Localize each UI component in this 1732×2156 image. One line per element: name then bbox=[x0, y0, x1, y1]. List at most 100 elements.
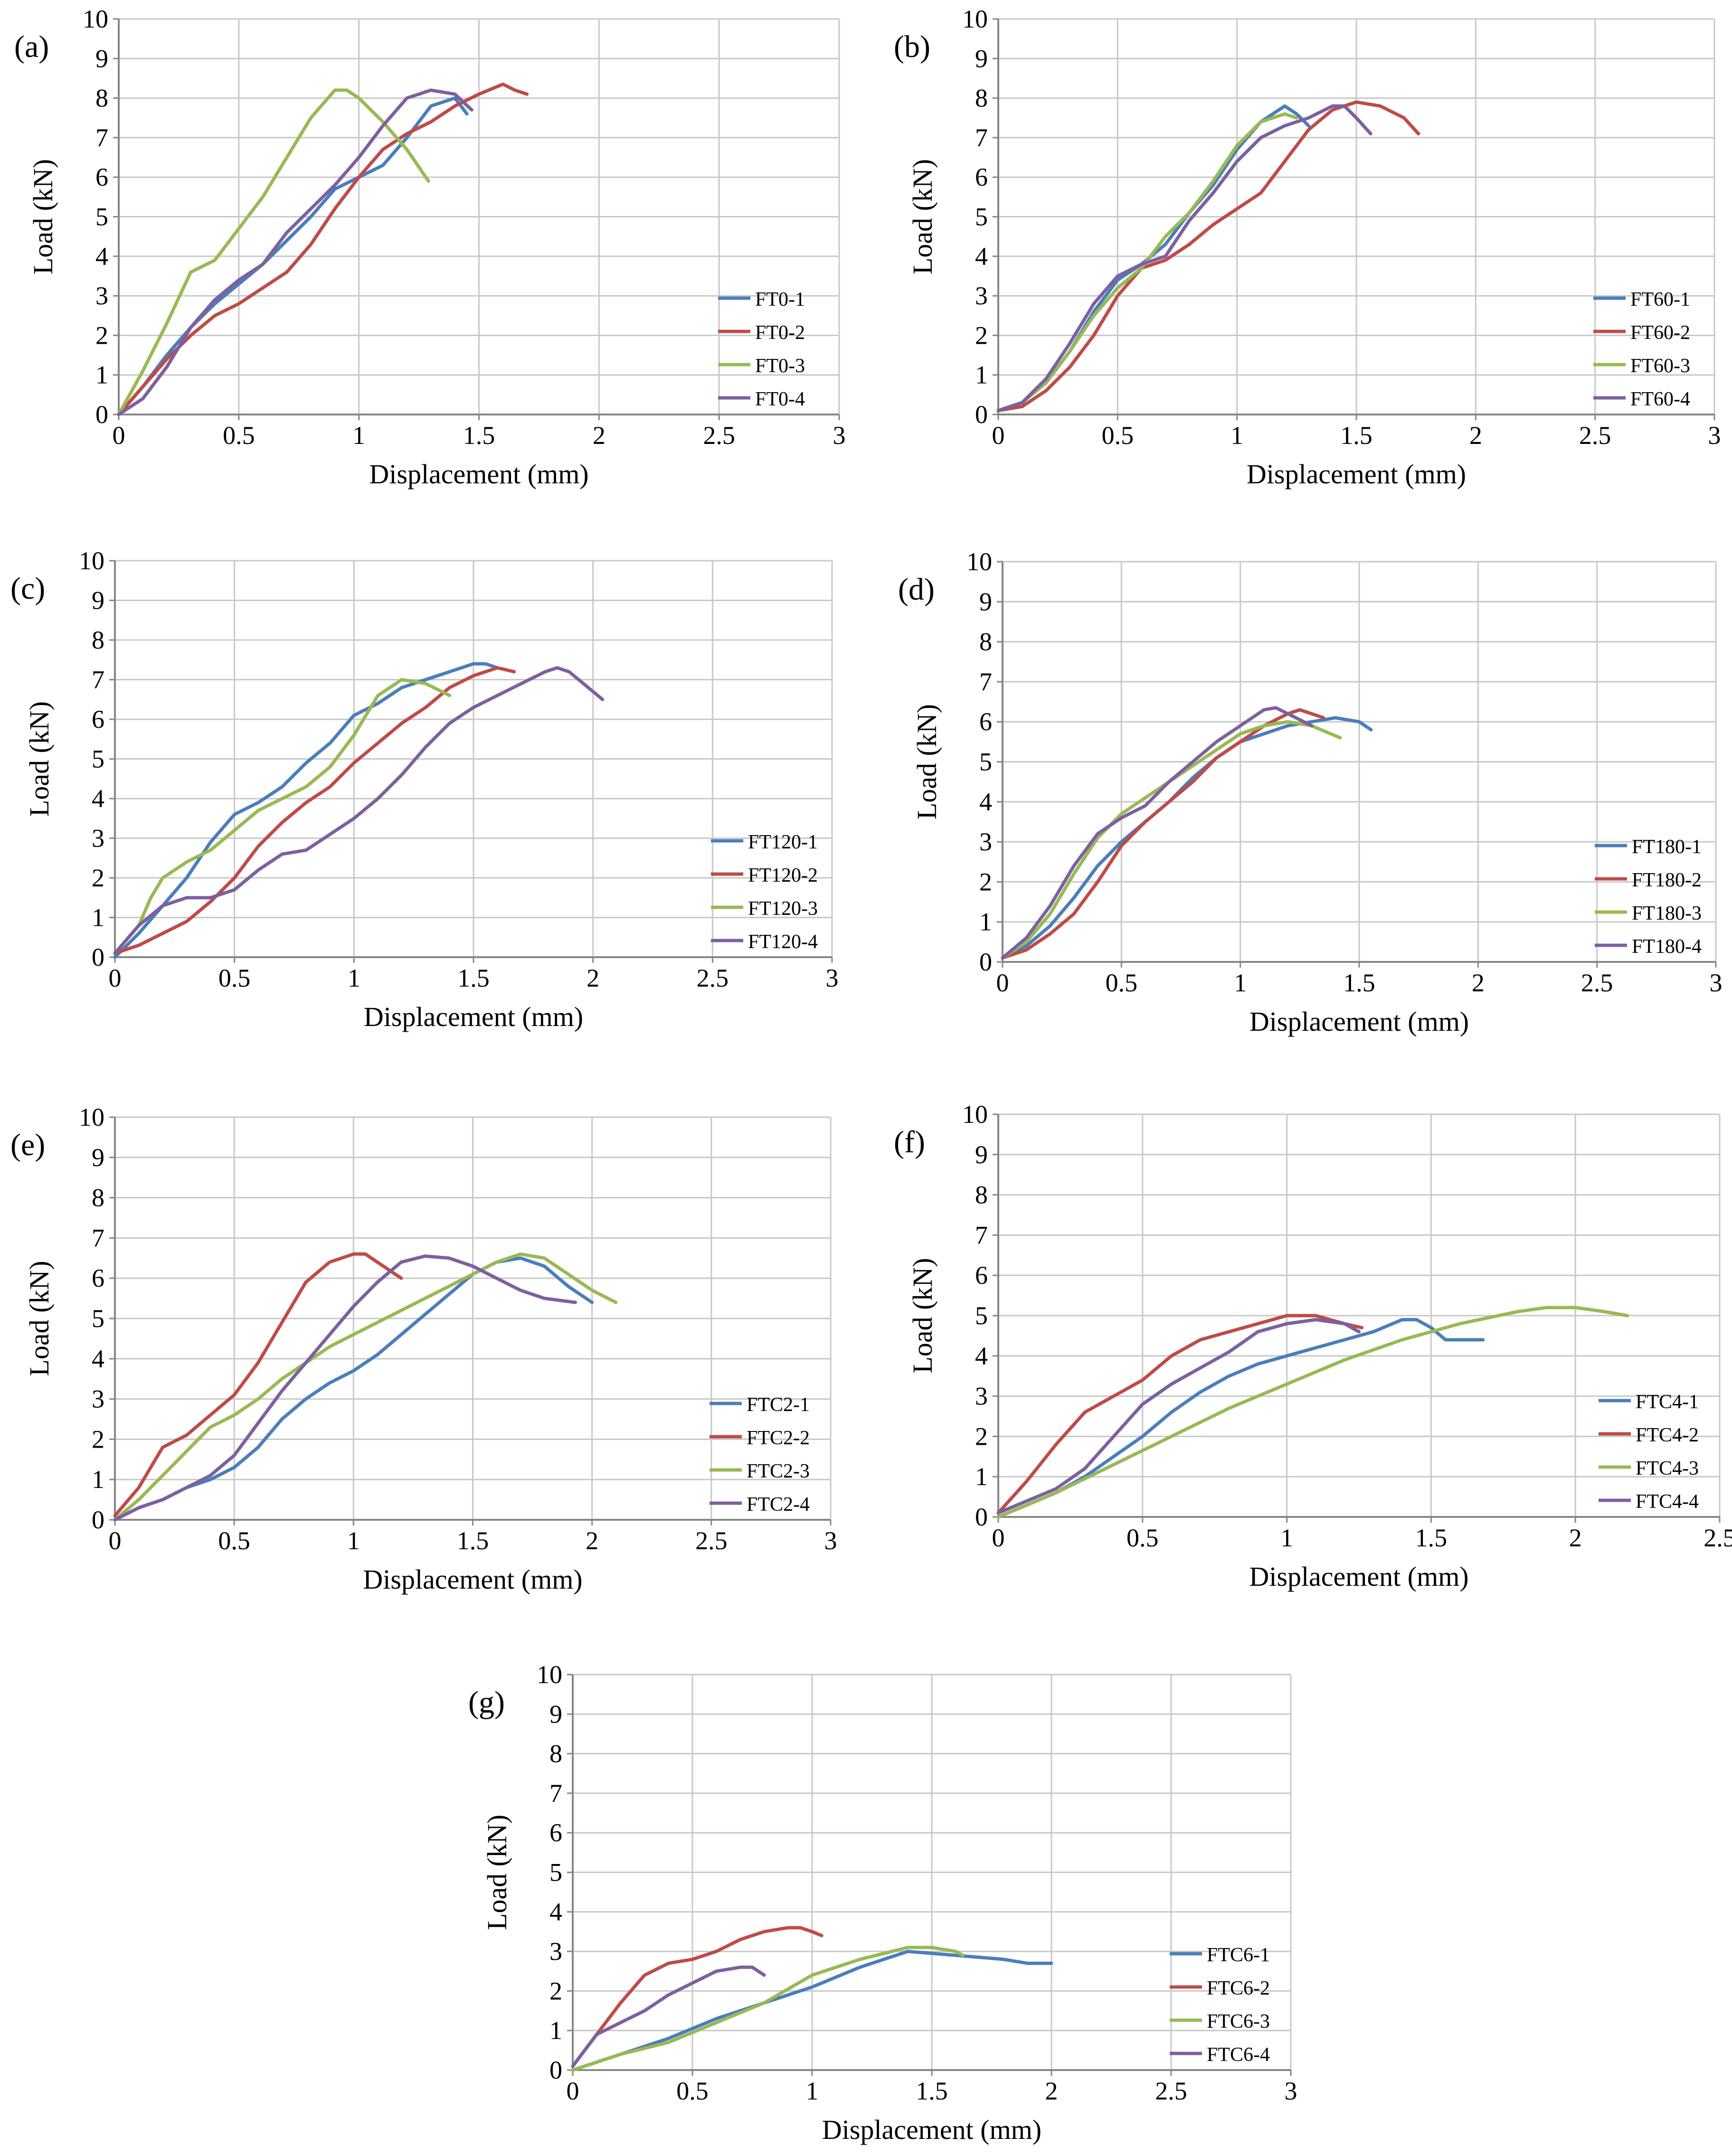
x-tick-label: 0.5 bbox=[676, 2077, 709, 2105]
legend-entry: FT120-3 bbox=[748, 898, 818, 920]
legend-entry: FT60-1 bbox=[1630, 289, 1690, 311]
y-tick-label: 0 bbox=[95, 400, 108, 429]
x-tick-label: 2 bbox=[586, 1526, 598, 1555]
y-tick-label: 3 bbox=[92, 1385, 104, 1413]
y-tick-label: 8 bbox=[975, 1181, 988, 1209]
x-tick-label: 2 bbox=[587, 964, 599, 992]
panel-label: (d) bbox=[898, 572, 935, 607]
x-tick-label: 0.5 bbox=[218, 1526, 250, 1555]
x-tick-label: 1 bbox=[806, 2077, 819, 2105]
y-tick-label: 3 bbox=[95, 282, 108, 310]
y-tick-label: 0 bbox=[975, 400, 988, 429]
y-tick-label: 6 bbox=[979, 707, 992, 736]
y-tick-label: 9 bbox=[549, 1700, 562, 1728]
legend-entry: FTC2-3 bbox=[747, 1460, 810, 1482]
legend-entry: FT60-2 bbox=[1630, 322, 1690, 344]
y-tick-label: 6 bbox=[975, 163, 988, 191]
series-line-FT0-4 bbox=[117, 88, 473, 416]
y-tick-label: 4 bbox=[975, 242, 988, 271]
legend-entry: FT180-1 bbox=[1632, 836, 1702, 858]
x-tick-label: 0 bbox=[567, 2077, 579, 2105]
y-tick-label: 5 bbox=[95, 203, 108, 231]
y-axis-title: Load (kN) bbox=[24, 1261, 55, 1376]
y-tick-label: 4 bbox=[979, 788, 992, 816]
x-tick-label: 2 bbox=[1469, 421, 1482, 450]
x-tick-label: 2.5 bbox=[703, 421, 735, 450]
x-tick-label: 0 bbox=[113, 421, 125, 450]
x-axis-title: Displacement (mm) bbox=[363, 1564, 582, 1595]
legend-entry: FT180-4 bbox=[1632, 936, 1702, 958]
y-tick-label: 6 bbox=[92, 1264, 104, 1292]
series-line-FTC6-2 bbox=[571, 1926, 823, 2068]
y-tick-label: 4 bbox=[549, 1898, 562, 1926]
x-axis-title: Displacement (mm) bbox=[822, 2114, 1041, 2145]
y-tick-label: 10 bbox=[537, 1660, 562, 1689]
series-line-FT120-3 bbox=[113, 678, 452, 955]
series-line-FT180-4 bbox=[1001, 706, 1314, 960]
y-tick-label: 9 bbox=[92, 586, 104, 615]
y-axis-title: Load (kN) bbox=[28, 159, 58, 274]
y-tick-label: 0 bbox=[92, 943, 104, 971]
y-tick-label: 6 bbox=[95, 163, 108, 191]
y-tick-label: 0 bbox=[979, 948, 992, 976]
legend-entry: FTC2-1 bbox=[747, 1394, 810, 1416]
legend-entry: FT0-2 bbox=[755, 322, 805, 344]
y-axis-title: Load (kN) bbox=[911, 704, 942, 819]
y-tick-label: 1 bbox=[92, 1465, 104, 1494]
y-tick-label: 6 bbox=[549, 1818, 562, 1847]
y-tick-label: 1 bbox=[92, 904, 104, 932]
x-tick-label: 0 bbox=[109, 1526, 122, 1555]
y-tick-label: 4 bbox=[975, 1342, 988, 1370]
x-tick-label: 2.5 bbox=[1155, 2077, 1187, 2105]
x-axis-title: Displacement (mm) bbox=[1247, 459, 1466, 490]
series-line-FT180-1 bbox=[1001, 716, 1373, 960]
y-tick-label: 4 bbox=[92, 1345, 104, 1373]
x-tick-label: 0.5 bbox=[223, 421, 255, 450]
y-tick-label: 10 bbox=[83, 5, 108, 33]
chart-panel-4: 0 0.5 1 1.5 2 2.5 3 0 1 2 3 4 5 6 7 8 9 10 FTC2-1 FTC2-2 FTC… bbox=[10, 1103, 837, 1595]
series-line-FTC6-3 bbox=[571, 1946, 965, 2072]
x-tick-label: 1.5 bbox=[1343, 969, 1375, 997]
y-tick-label: 9 bbox=[92, 1143, 104, 1172]
y-tick-label: 7 bbox=[95, 123, 108, 152]
series-line-FT0-1 bbox=[117, 96, 469, 416]
y-axis-title: Load (kN) bbox=[482, 1815, 512, 1930]
x-tick-label: 3 bbox=[833, 421, 846, 450]
y-tick-label: 2 bbox=[92, 864, 104, 892]
y-axis-title: Load (kN) bbox=[907, 159, 938, 274]
y-tick-label: 0 bbox=[92, 1506, 104, 1534]
y-tick-label: 2 bbox=[95, 321, 108, 349]
y-tick-label: 8 bbox=[979, 628, 992, 656]
series-line-FT60-1 bbox=[996, 104, 1310, 413]
x-tick-label: 1.5 bbox=[916, 2077, 948, 2105]
y-tick-label: 4 bbox=[95, 242, 108, 271]
y-tick-label: 10 bbox=[962, 1100, 988, 1129]
y-tick-label: 9 bbox=[95, 44, 108, 73]
chart-panel-5: 0 0.5 1 1.5 2 2.5 0 1 2 3 4 5 6 7 8 9 10 FTC4-1 FTC4-2 FTC4… bbox=[894, 1100, 1732, 1592]
legend-entry: FTC2-4 bbox=[747, 1494, 810, 1516]
y-tick-label: 5 bbox=[975, 203, 988, 231]
y-tick-label: 8 bbox=[95, 84, 108, 113]
y-tick-label: 3 bbox=[549, 1937, 562, 1966]
x-axis-title: Displacement (mm) bbox=[369, 459, 588, 490]
x-tick-label: 1.5 bbox=[463, 421, 495, 450]
x-axis-title: Displacement (mm) bbox=[1249, 1561, 1468, 1592]
legend-entry: FT180-3 bbox=[1632, 903, 1702, 924]
legend-entry: FT60-3 bbox=[1630, 355, 1690, 377]
x-tick-label: 2 bbox=[1045, 2077, 1058, 2105]
legend-entry: FTC4-4 bbox=[1636, 1491, 1699, 1513]
x-tick-label: 2.5 bbox=[1579, 421, 1611, 450]
panel-label: (b) bbox=[894, 29, 930, 64]
x-tick-label: 2.5 bbox=[695, 1526, 728, 1555]
chart-panel-0: 0 0.5 1 1.5 2 2.5 3 0 1 2 3 4 5 6 7 8 9 10 FT0-1 FT0-2 FT0-3… bbox=[14, 5, 846, 490]
x-axis-title: Displacement (mm) bbox=[1249, 1006, 1469, 1037]
x-tick-label: 1 bbox=[352, 421, 365, 450]
series-line-FT120-4 bbox=[113, 666, 605, 955]
x-tick-label: 3 bbox=[826, 964, 839, 992]
series-line-FT60-4 bbox=[996, 104, 1372, 413]
x-tick-label: 2 bbox=[1472, 969, 1485, 997]
y-tick-label: 10 bbox=[79, 546, 104, 575]
x-tick-label: 0 bbox=[996, 969, 1009, 997]
y-tick-label: 8 bbox=[549, 1740, 562, 1768]
legend-entry: FTC4-3 bbox=[1636, 1458, 1699, 1479]
